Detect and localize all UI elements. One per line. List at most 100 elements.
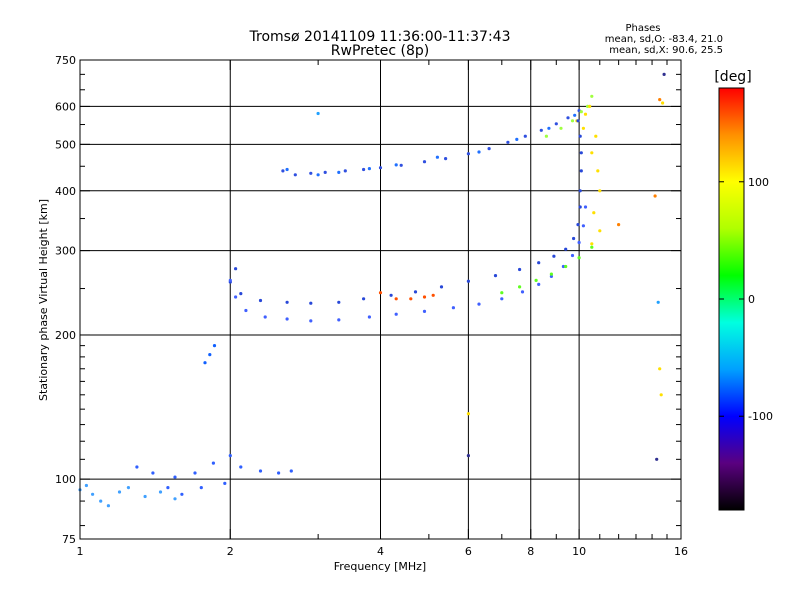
data-point [234, 267, 238, 271]
data-point [655, 457, 659, 461]
data-point [583, 112, 588, 116]
grid-lines [80, 60, 681, 539]
data-point [239, 292, 243, 296]
x-tick-label: 10 [572, 545, 586, 558]
phases-line-o: mean, sd,O: -83.4, 21.0 [605, 34, 723, 45]
x-tick-label: 16 [674, 545, 688, 558]
phases-line-x: mean, sd,X: 90.6, 25.5 [609, 45, 723, 56]
data-point [173, 497, 177, 501]
data-point [549, 274, 554, 278]
data-point [564, 247, 568, 251]
data-point [389, 293, 393, 297]
data-point [572, 236, 576, 241]
data-point [594, 134, 598, 138]
data-point [203, 361, 207, 365]
data-point [581, 224, 586, 228]
data-point [228, 278, 232, 282]
phases-title: Phases [625, 23, 660, 34]
data-point [234, 295, 238, 299]
data-point [212, 344, 217, 348]
data-point [656, 300, 660, 304]
data-point [576, 119, 580, 123]
y-tick-label: 400 [55, 185, 76, 198]
data-point [362, 167, 366, 172]
data-point [554, 122, 558, 126]
data-point [223, 481, 227, 485]
data-point [362, 297, 366, 301]
data-point [439, 285, 444, 289]
data-point [413, 290, 418, 294]
data-point [309, 301, 313, 305]
data-point [566, 116, 570, 120]
data-point [422, 295, 427, 299]
x-tick-label: 4 [377, 545, 384, 558]
data-point [126, 486, 130, 490]
y-axis-label: Stationary phase Virtual Height [km] [37, 199, 50, 401]
data-point [596, 169, 600, 173]
data-point [537, 261, 541, 265]
data-point [578, 205, 582, 209]
data-point [337, 318, 341, 322]
data-point [239, 465, 243, 469]
x-tick-label: 8 [527, 545, 534, 558]
data-point [422, 160, 427, 164]
data-point [658, 98, 662, 102]
data-point [99, 499, 103, 503]
data-point [518, 285, 522, 289]
data-point [659, 393, 663, 397]
y-tick-label: 200 [55, 329, 76, 342]
data-point [285, 167, 289, 172]
data-point [579, 151, 583, 155]
data-point [337, 170, 341, 174]
data-point [285, 300, 289, 304]
data-point [399, 163, 403, 167]
data-point [588, 104, 592, 108]
axis-ticks: 1 2 4 6 8 10 16 75 100 200 300 400 500 600 750 [55, 54, 688, 558]
data-point [549, 272, 554, 276]
data-point [211, 461, 215, 465]
data-point [590, 242, 594, 246]
data-point [466, 279, 470, 283]
data-point [193, 471, 197, 475]
data-point [523, 134, 527, 138]
data-point [258, 298, 263, 303]
data-point [577, 240, 581, 245]
data-point [581, 126, 586, 130]
data-point [579, 169, 583, 173]
data-point [539, 128, 543, 132]
y-tick-label: 600 [55, 100, 76, 113]
data-point [466, 412, 470, 416]
data-point [570, 253, 575, 258]
data-point [592, 211, 596, 215]
data-point [281, 169, 285, 173]
data-point [378, 291, 383, 295]
data-point [244, 308, 248, 313]
data-point [367, 167, 371, 171]
data-point [598, 189, 602, 193]
data-point [466, 152, 470, 156]
data-point [158, 490, 163, 494]
data-point [506, 140, 510, 144]
y-tick-label: 75 [62, 533, 76, 546]
y-tick-label: 750 [55, 54, 76, 67]
data-point [520, 290, 525, 294]
x-tick-label: 1 [77, 545, 84, 558]
data-point [561, 264, 566, 269]
data-point [316, 111, 320, 116]
colorbar-label: [deg] [714, 69, 751, 85]
data-point [537, 282, 541, 286]
data-point [552, 254, 556, 258]
y-tick-label: 300 [55, 245, 76, 258]
data-point [409, 297, 413, 301]
data-point [151, 471, 155, 475]
data-point [166, 486, 170, 490]
data-point [590, 94, 594, 98]
data-point [378, 166, 383, 170]
data-point [578, 189, 582, 193]
colorbar-tick-label: -100 [748, 410, 773, 423]
data-point [617, 223, 621, 227]
data-point [285, 317, 289, 321]
data-point [258, 469, 263, 473]
colorbar-tick-label: 0 [748, 293, 755, 306]
